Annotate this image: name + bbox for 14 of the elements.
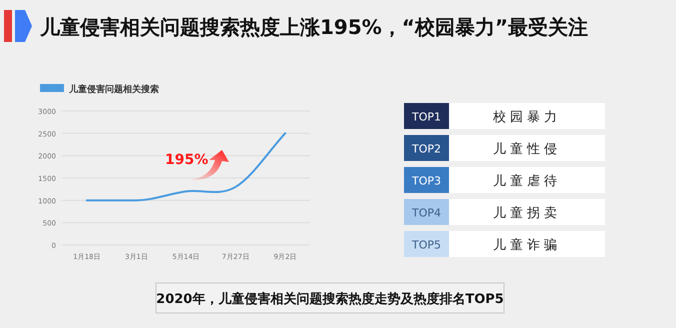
chart-title: 儿童侵害相关问题搜索热度上涨195%，“校园暴力”最受关注 — [39, 15, 588, 39]
text: 儿童虐待 — [493, 173, 561, 189]
category-label: TOP2 — [410, 142, 442, 156]
category-label: TOP1 — [410, 110, 442, 124]
category-label: TOP4 — [410, 206, 442, 220]
category-label: TOP3 — [410, 174, 442, 188]
text: 儿童拐卖 — [493, 205, 561, 221]
legend-label: 儿童侵害问题相关搜索 — [68, 84, 159, 95]
annotation: 195% — [165, 152, 208, 168]
text: 儿童性侵 — [493, 141, 561, 157]
text: 2020年，儿童侵害相关问题搜索热度走势及热度排名TOP5 — [156, 291, 504, 307]
text: 校园暴力 — [492, 110, 561, 125]
text: 儿童诈骗 — [493, 237, 561, 253]
category-label: TOP5 — [410, 238, 442, 252]
